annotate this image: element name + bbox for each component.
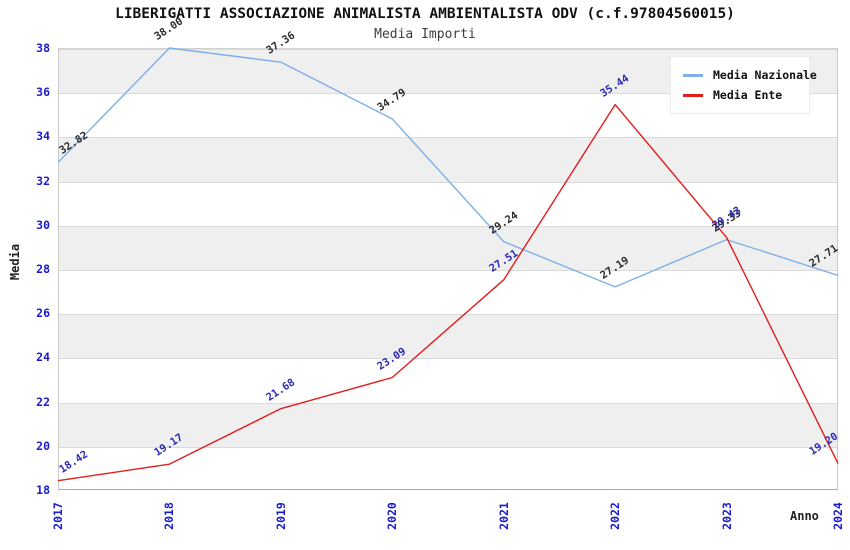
gridline [59,402,837,404]
y-tick-label: 22 [36,394,50,409]
y-tick-label: 38 [36,41,50,55]
y-tick-label: 34 [36,129,50,144]
legend-swatch-media-nazionale [683,73,703,77]
chart-subtitle: Media Importi [374,27,476,42]
legend-item-media-nazionale: Media Nazionale [683,65,817,85]
x-tick-label: 2020 [385,502,400,530]
y-tick-label: 28 [36,262,50,276]
x-tick-label: 2017 [51,502,65,530]
plot-area [58,48,838,490]
gridline [59,137,837,139]
chart-title: LIBERIGATTI ASSOCIAZIONE ANIMALISTA AMBI… [115,6,735,22]
gridline [59,314,837,316]
x-tick-label: 2022 [608,502,623,530]
x-tick-label: 2021 [496,502,511,530]
gridline [59,49,837,50]
x-tick-label: 2018 [162,502,177,530]
y-tick-label: 18 [36,483,50,497]
y-tick-label: 36 [36,85,50,100]
y-tick-label: 20 [36,438,50,453]
legend-label-media-nazionale: Media Nazionale [713,68,817,82]
y-tick-label: 30 [36,217,50,232]
legend: Media Nazionale Media Ente [670,56,817,114]
legend-label-media-ente: Media Ente [713,88,783,102]
y-tick-label: 24 [36,350,50,365]
legend-item-media-ente: Media Ente [683,85,799,105]
y-tick-label: 32 [36,173,50,188]
plot-band [59,314,837,359]
y-tick-label: 26 [36,306,50,321]
x-tick-label: 2024 [831,502,845,530]
gridline [59,358,837,360]
x-tick-label: 2023 [719,502,734,530]
x-tick-label: 2019 [273,502,288,530]
legend-swatch-media-ente [683,93,703,97]
x-axis-title: Anno [790,509,819,523]
gridline [59,181,837,183]
gridline [59,270,837,271]
plot-band [59,137,837,182]
